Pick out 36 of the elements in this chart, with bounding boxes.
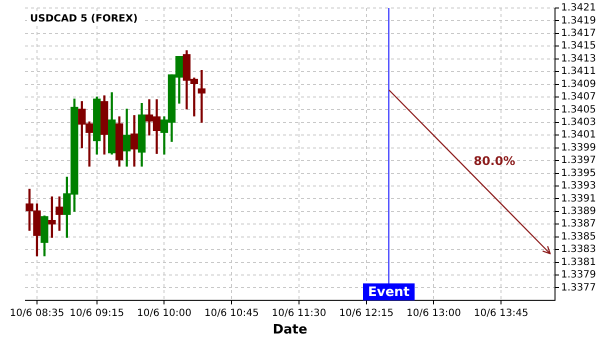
y-tick-label: 1.3385 bbox=[561, 231, 596, 242]
text: USDCAD 5 (FOREX) bbox=[30, 14, 138, 25]
x-axis-title: Date bbox=[272, 322, 308, 338]
x-tick-label: 10/6 10:00 bbox=[137, 308, 192, 319]
y-tick-label: 1.3399 bbox=[561, 142, 596, 154]
y-tick-label: 1.3381 bbox=[561, 256, 596, 268]
y-tick-label: 1.3411 bbox=[561, 66, 596, 78]
y-tick-label: 1.3377 bbox=[561, 282, 596, 294]
y-tick-label: 1.3413 bbox=[561, 53, 596, 64]
ref-line-label: Event bbox=[368, 284, 410, 300]
y-tick-label: 1.3379 bbox=[561, 270, 596, 281]
y-tick-label: 1.3393 bbox=[561, 180, 596, 192]
y-tick-label: 1.3421 bbox=[561, 2, 596, 14]
y-tick-label: 1.3387 bbox=[561, 218, 596, 230]
x-tick-label: 10/6 09:15 bbox=[70, 308, 124, 319]
x-tick-label: 10/6 08:35 bbox=[10, 308, 64, 319]
candlestick bbox=[198, 70, 206, 123]
x-tick-label: 10/6 13:45 bbox=[474, 308, 528, 319]
y-tick-label: 1.3419 bbox=[561, 15, 596, 26]
x-tick-label: 10/6 10:45 bbox=[204, 308, 259, 319]
y-tick-label: 1.3415 bbox=[561, 40, 596, 52]
y-tick-label: 1.3395 bbox=[561, 168, 596, 179]
y-tick-label: 1.3383 bbox=[561, 244, 596, 256]
y-tick-label: 1.3405 bbox=[561, 104, 596, 116]
y-tick-label: 1.3401 bbox=[561, 130, 596, 141]
annotation: 80.0% bbox=[474, 154, 516, 168]
y-tick-label: 1.3397 bbox=[561, 155, 596, 166]
y-tick-label: 1.3407 bbox=[561, 92, 596, 103]
y-tick-label: 1.3389 bbox=[561, 206, 596, 217]
y-tick-label: 1.3391 bbox=[561, 193, 596, 204]
x-tick-label: 10/6 11:30 bbox=[272, 308, 326, 319]
y-tick-label: 1.3403 bbox=[561, 117, 596, 128]
x-tick-label: 10/6 13:00 bbox=[406, 308, 461, 319]
y-tick-label: 1.3417 bbox=[561, 28, 596, 40]
y-tick-label: 1.3409 bbox=[561, 78, 596, 90]
x-tick-label: 10/6 12:15 bbox=[339, 308, 394, 319]
